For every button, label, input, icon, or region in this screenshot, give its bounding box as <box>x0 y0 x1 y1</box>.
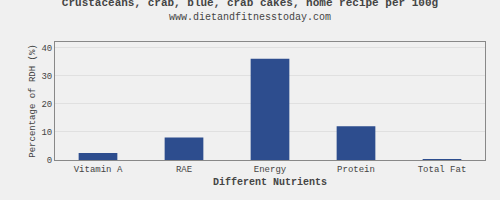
svg-text:Total Fat: Total Fat <box>418 165 467 175</box>
svg-text:Different Nutrients: Different Nutrients <box>213 177 327 188</box>
svg-text:Percentage of RDH (%): Percentage of RDH (%) <box>28 44 38 157</box>
svg-text:30: 30 <box>41 72 52 82</box>
svg-text:Energy: Energy <box>254 165 287 175</box>
svg-text:Protein: Protein <box>337 165 375 175</box>
svg-text:Vitamin A: Vitamin A <box>74 165 123 175</box>
svg-text:40: 40 <box>41 44 52 54</box>
svg-text:20: 20 <box>41 100 52 110</box>
svg-text:0: 0 <box>47 156 52 166</box>
svg-text:10: 10 <box>41 128 52 138</box>
svg-text:Crustaceans, crab, blue, crab: Crustaceans, crab, blue, crab cakes, hom… <box>62 0 438 23</box>
svg-text:RAE: RAE <box>176 165 192 175</box>
